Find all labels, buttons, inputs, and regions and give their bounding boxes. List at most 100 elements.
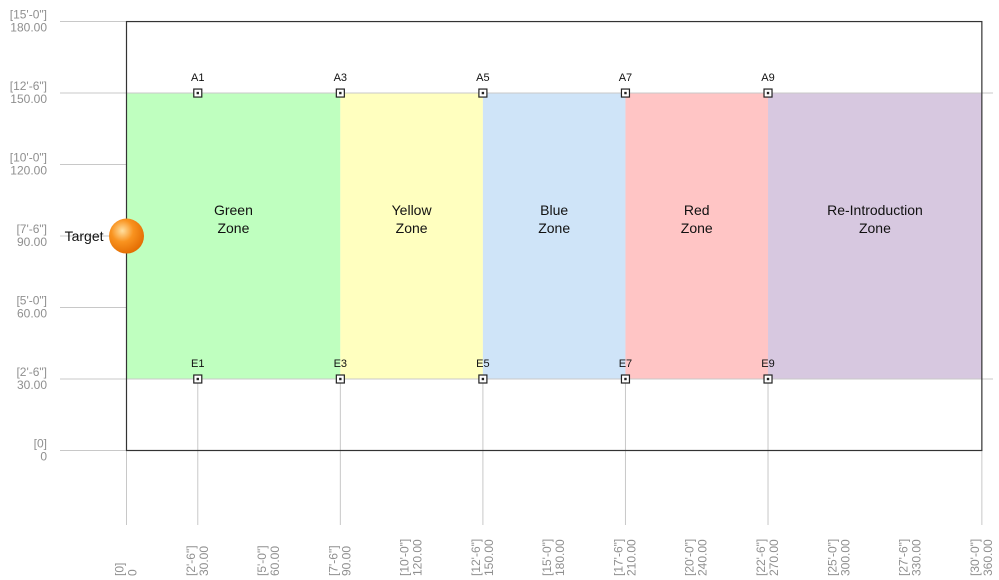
point-label: E5	[476, 358, 489, 370]
x-tick-label-inches: 180.00	[553, 539, 567, 576]
zone-label: Blue	[540, 202, 568, 218]
x-tick: [0] 0	[113, 563, 140, 576]
x-tick: [30'-0"] 360.00	[968, 539, 995, 576]
target: Target	[65, 218, 144, 254]
y-tick-label-feet: [15'-0"]	[10, 8, 47, 22]
zone-area	[625, 93, 769, 380]
x-tick: [12'-6"] 150.00	[469, 539, 496, 576]
y-tick-label-feet: [7'-6"]	[16, 222, 47, 236]
zone-label: Zone	[396, 220, 428, 236]
y-tick-label-feet: [10'-0"]	[10, 151, 47, 165]
zone-label: Zone	[681, 220, 713, 236]
point-label: A1	[191, 72, 204, 84]
x-tick: [10'-0"] 120.00	[398, 539, 425, 576]
y-tick-label-inches: 180.00	[10, 21, 47, 35]
zone-label: Green	[214, 202, 253, 218]
survey-point: A7	[619, 72, 632, 98]
x-tick-label-inches: 120.00	[411, 539, 425, 576]
target-ball	[109, 218, 144, 254]
y-axis: [15'-0"]180.00 [12'-6"]150.00 [10'-0"]120.…	[10, 8, 48, 464]
x-tick: [7'-6"] 90.00	[326, 545, 353, 576]
x-tick-label-feet: [25'-0"]	[825, 539, 839, 576]
zones: Green Zone Yellow Zone Blue Zone Red Zone Re-Int…	[126, 93, 982, 380]
point-center	[766, 377, 770, 381]
zone-area	[482, 93, 626, 380]
x-tick-label-inches: 30.00	[197, 546, 211, 576]
y-tick-label-feet: [0]	[34, 437, 47, 451]
x-tick-label-feet: [20'-0"]	[683, 539, 697, 576]
x-tick-label-inches: 270.00	[767, 539, 781, 576]
point-center	[196, 91, 199, 95]
y-tick-label-inches: 30.00	[17, 378, 47, 392]
x-tick-label-feet: [5'-0"]	[255, 545, 269, 576]
y-tick-label-inches: 120.00	[10, 164, 47, 178]
zone-label: Zone	[217, 220, 249, 236]
survey-point: E3	[334, 358, 347, 384]
point-label: E9	[761, 358, 774, 370]
point-label: A7	[619, 72, 632, 84]
x-tick: [20'-0"] 240.00	[683, 539, 710, 576]
x-tick: [22'-6"] 270.00	[754, 539, 781, 576]
point-center	[339, 91, 342, 95]
x-tick-label-inches: 0	[126, 569, 140, 576]
target-label: Target	[65, 228, 104, 244]
x-tick-label-inches: 240.00	[696, 539, 710, 576]
zone-area	[126, 93, 341, 380]
guide-lines	[60, 21, 993, 525]
zone-area	[340, 93, 483, 380]
x-tick-label-feet: [2'-6"]	[184, 545, 198, 576]
survey-point: E9	[761, 358, 775, 384]
point-label: E1	[191, 358, 204, 370]
x-tick: [17'-6"] 210.00	[611, 539, 638, 576]
x-tick: [5'-0"] 60.00	[255, 545, 282, 576]
point-label: E7	[619, 358, 632, 370]
y-tick-label-inches: 0	[40, 450, 47, 464]
point-label: A3	[334, 72, 347, 84]
x-tick-label-inches: 210.00	[624, 539, 638, 576]
x-tick-label-feet: [30'-0"]	[968, 539, 982, 576]
point-center	[481, 91, 485, 95]
point-label: A9	[761, 72, 774, 84]
y-tick-label-feet: [12'-6"]	[10, 79, 47, 93]
x-tick-label-inches: 60.00	[268, 546, 282, 576]
x-tick: [27'-6"] 330.00	[897, 539, 924, 576]
zone-label: Red	[684, 202, 710, 218]
x-tick-label-feet: [10'-0"]	[398, 539, 412, 576]
point-center	[196, 377, 199, 381]
x-tick-label-feet: [15'-0"]	[540, 539, 554, 576]
point-label: A5	[476, 72, 489, 84]
x-tick-label-inches: 330.00	[910, 539, 924, 576]
x-tick-label-inches: 90.00	[339, 546, 353, 576]
y-tick-label-feet: [5'-0"]	[16, 294, 47, 308]
x-tick-label-feet: [17'-6"]	[611, 539, 625, 576]
zone-area	[768, 93, 982, 380]
zone-label: Zone	[859, 220, 891, 236]
survey-point: E5	[476, 358, 490, 384]
point-center	[481, 377, 485, 381]
y-tick-label-inches: 90.00	[17, 235, 47, 249]
x-tick-label-feet: [12'-6"]	[469, 539, 483, 576]
x-tick-label-feet: [27'-6"]	[897, 539, 911, 576]
survey-point: A9	[761, 72, 775, 98]
x-tick: [2'-6"] 30.00	[184, 545, 211, 576]
x-tick-label-inches: 150.00	[482, 539, 496, 576]
survey-point: A1	[191, 72, 205, 98]
x-tick-label-feet: [0]	[113, 563, 127, 576]
y-tick-label-inches: 60.00	[17, 307, 47, 321]
survey-point: A3	[334, 72, 347, 98]
survey-point: A5	[476, 72, 490, 98]
point-center	[766, 91, 770, 95]
y-tick-label-inches: 150.00	[10, 92, 47, 106]
survey-points: A1 A3 A5 A7 A9 E1 E3 E5 E7 E9	[191, 72, 775, 384]
survey-point: E1	[191, 358, 205, 384]
y-tick-label-feet: [2'-6"]	[16, 365, 47, 379]
x-tick-label-inches: 300.00	[838, 539, 852, 576]
zone-label: Re-Introduction	[827, 202, 923, 218]
x-tick-label-feet: [7'-6"]	[326, 545, 340, 576]
x-axis: [0] 0 [2'-6"] 30.00 [5'-0"] 60.00 [7'-6"] 90.00…	[113, 539, 995, 576]
x-tick-label-feet: [22'-6"]	[754, 539, 768, 576]
point-label: E3	[334, 358, 347, 370]
x-tick: [15'-0"] 180.00	[540, 539, 567, 576]
x-tick: [25'-0"] 300.00	[825, 539, 852, 576]
